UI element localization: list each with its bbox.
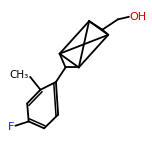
Text: F: F [8, 122, 14, 132]
Text: CH₃: CH₃ [9, 70, 28, 80]
Text: OH: OH [130, 12, 147, 22]
